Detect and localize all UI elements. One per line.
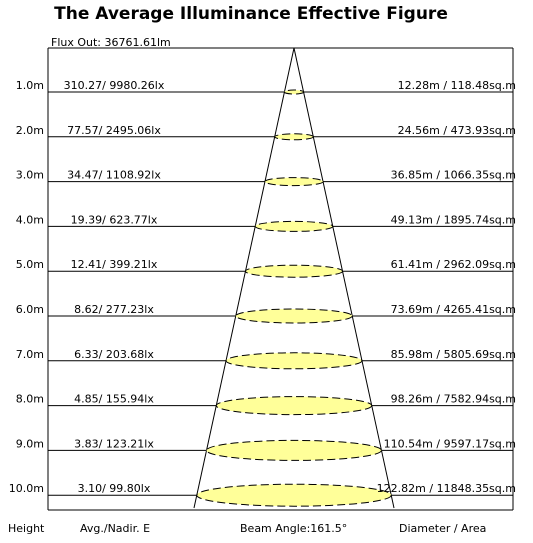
illuminance-label: 19.39/ 623.77lx (71, 213, 158, 226)
illuminance-ellipse (264, 177, 324, 187)
diameter-area-label: 85.98m / 5805.69sq.m (391, 348, 516, 361)
footer-diameter-label: Diameter / Area (399, 522, 486, 535)
illuminance-ellipse (244, 264, 344, 278)
height-label: 6.0m (16, 303, 44, 316)
illuminance-ellipse (274, 133, 314, 141)
height-label: 2.0m (16, 124, 44, 137)
illuminance-ellipse (215, 396, 373, 416)
diameter-area-label: 73.69m / 4265.41sq.m (391, 303, 516, 316)
diameter-area-label: 61.41m / 2962.09sq.m (391, 258, 516, 271)
height-label: 4.0m (16, 213, 44, 226)
diameter-area-label: 49.13m / 1895.74sq.m (391, 213, 516, 226)
illuminance-label: 34.47/ 1108.92lx (67, 169, 161, 182)
illuminance-ellipse (206, 439, 382, 461)
figure-title: The Average Illuminance Effective Figure (54, 4, 448, 24)
illuminance-ellipse (196, 483, 392, 507)
illuminance-label: 12.41/ 399.21lx (71, 258, 158, 271)
rows-group: 1.0m 310.27/ 9980.26lx 12.28m / 118.48sq.m… (9, 79, 516, 507)
diameter-area-label: 98.26m / 7582.94sq.m (391, 393, 516, 406)
illuminance-label: 77.57/ 2495.06lx (67, 124, 161, 137)
illuminance-ellipse (254, 220, 334, 232)
diameter-area-label: 12.28m / 118.48sq.m (398, 79, 516, 92)
height-label: 8.0m (16, 393, 44, 406)
illuminance-ellipse (235, 308, 353, 324)
illuminance-ellipse (225, 352, 363, 370)
flux-out-label: Flux Out: 36761.61lm (51, 36, 171, 49)
illuminance-label: 8.62/ 277.23lx (74, 303, 154, 316)
footer-avg-label: Avg./Nadir. E (80, 522, 150, 535)
illuminance-label: 310.27/ 9980.26lx (64, 79, 165, 92)
illuminance-label: 3.10/ 99.80lx (78, 482, 151, 495)
illuminance-label: 6.33/ 203.68lx (74, 348, 154, 361)
beam-cone-left (193, 47, 295, 509)
illuminance-label: 3.83/ 123.21lx (74, 437, 154, 450)
height-label: 5.0m (16, 258, 44, 271)
illuminance-label: 4.85/ 155.94lx (74, 393, 154, 406)
height-label: 7.0m (16, 348, 44, 361)
diameter-area-label: 122.82m / 11848.35sq.m (377, 482, 516, 495)
diameter-area-label: 24.56m / 473.93sq.m (398, 124, 516, 137)
height-label: 3.0m (16, 169, 44, 182)
diameter-area-label: 36.85m / 1066.35sq.m (391, 169, 516, 182)
height-label: 10.0m (9, 482, 44, 495)
height-label: 1.0m (16, 79, 44, 92)
footer-beam-label: Beam Angle:161.5° (240, 522, 347, 535)
illuminance-ellipse (283, 89, 305, 95)
diameter-area-label: 110.54m / 9597.17sq.m (384, 437, 516, 450)
footer-height-label: Height (8, 522, 45, 535)
height-label: 9.0m (16, 437, 44, 450)
beam-cone-right (293, 47, 395, 509)
